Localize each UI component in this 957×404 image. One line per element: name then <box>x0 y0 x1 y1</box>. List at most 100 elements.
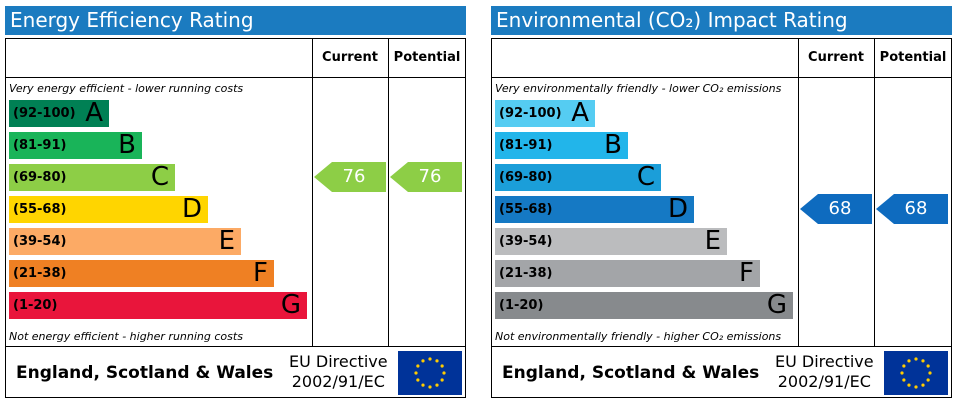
band-b: (81-91) B <box>495 132 628 159</box>
eu-star-icon <box>900 371 904 375</box>
band-letter: F <box>253 258 268 288</box>
eu-flag-icon <box>398 351 462 395</box>
directive-line-1: EU Directive <box>775 352 874 371</box>
band-letter: G <box>280 290 301 320</box>
eu-star-icon <box>921 359 925 363</box>
top-note: Very energy efficient - lower running co… <box>9 82 244 95</box>
band-letter: C <box>150 162 169 192</box>
band-letter: B <box>118 130 136 160</box>
eu-flag-icon <box>884 351 948 395</box>
footer-region: England, Scotland & Wales <box>16 363 274 383</box>
footer-region: England, Scotland & Wales <box>502 363 760 383</box>
band-a: (92-100) A <box>9 100 109 127</box>
band-letter: A <box>571 98 589 128</box>
rating-table: Current Potential Very environmentally f… <box>491 38 952 398</box>
eu-star-icon <box>926 364 930 368</box>
current-rating-value: 76 <box>342 166 366 187</box>
band-letter: C <box>636 162 655 192</box>
band-range: (81-91) <box>499 138 553 153</box>
band-c: (69-80) C <box>9 164 175 191</box>
band-a: (92-100) A <box>495 100 595 127</box>
potential-rating-value: 68 <box>904 198 928 219</box>
eu-star-icon <box>440 378 444 382</box>
environmental-impact-panel: Environmental (CO₂) Impact Rating Curren… <box>491 6 952 398</box>
band-range: (81-91) <box>13 138 67 153</box>
potential-rating-arrow: 68 <box>876 194 948 224</box>
band-range: (69-80) <box>13 170 67 185</box>
bottom-note: Not environmentally friendly - higher CO… <box>495 330 782 343</box>
column-divider <box>874 39 875 346</box>
band-d: (55-68) D <box>9 196 208 223</box>
current-rating-value: 68 <box>828 198 852 219</box>
rating-table: Current Potential Very energy efficient … <box>5 38 466 398</box>
eu-star-icon <box>926 378 930 382</box>
top-note: Very environmentally friendly - lower CO… <box>495 82 782 95</box>
current-column-header: Current <box>808 50 864 65</box>
band-e: (39-54) E <box>495 228 727 255</box>
band-range: (21-38) <box>499 266 553 281</box>
band-range: (1-20) <box>499 298 544 313</box>
column-divider <box>388 39 389 346</box>
band-range: (55-68) <box>499 202 553 217</box>
band-b: (81-91) B <box>9 132 142 159</box>
band-e: (39-54) E <box>9 228 241 255</box>
potential-rating-arrow: 76 <box>390 162 462 192</box>
band-letter: D <box>667 194 688 224</box>
current-rating-arrow: 76 <box>314 162 386 192</box>
energy-efficiency-panel: Energy Efficiency Rating Current Potenti… <box>5 6 466 398</box>
band-range: (39-54) <box>13 234 67 249</box>
band-g: (1-20) G <box>9 292 307 319</box>
bottom-note: Not energy efficient - higher running co… <box>9 330 243 343</box>
footer-directive: EU Directive 2002/91/EC <box>775 352 874 392</box>
potential-rating-value: 76 <box>418 166 442 187</box>
footer-directive: EU Directive 2002/91/EC <box>289 352 388 392</box>
band-range: (1-20) <box>13 298 58 313</box>
eu-star-icon <box>914 357 918 361</box>
band-range: (92-100) <box>499 106 562 121</box>
band-letter: F <box>739 258 754 288</box>
current-column-header: Current <box>322 50 378 65</box>
band-letter: E <box>218 226 235 256</box>
eu-star-icon <box>416 364 420 368</box>
header-divider <box>6 77 465 78</box>
footer-divider <box>492 346 951 347</box>
directive-line-2: 2002/91/EC <box>777 372 871 391</box>
eu-star-icon <box>428 385 432 389</box>
eu-star-icon <box>914 385 918 389</box>
band-letter: G <box>766 290 787 320</box>
band-letter: D <box>181 194 202 224</box>
eu-star-icon <box>414 371 418 375</box>
eu-star-icon <box>440 364 444 368</box>
band-letter: B <box>604 130 622 160</box>
band-g: (1-20) G <box>495 292 793 319</box>
band-range: (69-80) <box>499 170 553 185</box>
eu-star-icon <box>921 383 925 387</box>
directive-line-1: EU Directive <box>289 352 388 371</box>
eu-star-icon <box>428 357 432 361</box>
eu-star-icon <box>435 383 439 387</box>
band-letter: A <box>85 98 103 128</box>
panel-title: Energy Efficiency Rating <box>5 6 466 35</box>
potential-column-header: Potential <box>393 50 461 65</box>
column-divider <box>798 39 799 346</box>
band-letter: E <box>704 226 721 256</box>
band-c: (69-80) C <box>495 164 661 191</box>
current-rating-arrow: 68 <box>800 194 872 224</box>
panel-title: Environmental (CO₂) Impact Rating <box>491 6 952 35</box>
eu-star-icon <box>421 359 425 363</box>
band-range: (92-100) <box>13 106 76 121</box>
band-f: (21-38) F <box>9 260 274 287</box>
band-d: (55-68) D <box>495 196 694 223</box>
header-divider <box>492 77 951 78</box>
eu-star-icon <box>907 359 911 363</box>
band-range: (21-38) <box>13 266 67 281</box>
eu-star-icon <box>907 383 911 387</box>
band-f: (21-38) F <box>495 260 760 287</box>
eu-star-icon <box>435 359 439 363</box>
potential-column-header: Potential <box>879 50 947 65</box>
column-divider <box>312 39 313 346</box>
eu-star-icon <box>928 371 932 375</box>
directive-line-2: 2002/91/EC <box>291 372 385 391</box>
eu-star-icon <box>442 371 446 375</box>
eu-star-icon <box>902 364 906 368</box>
